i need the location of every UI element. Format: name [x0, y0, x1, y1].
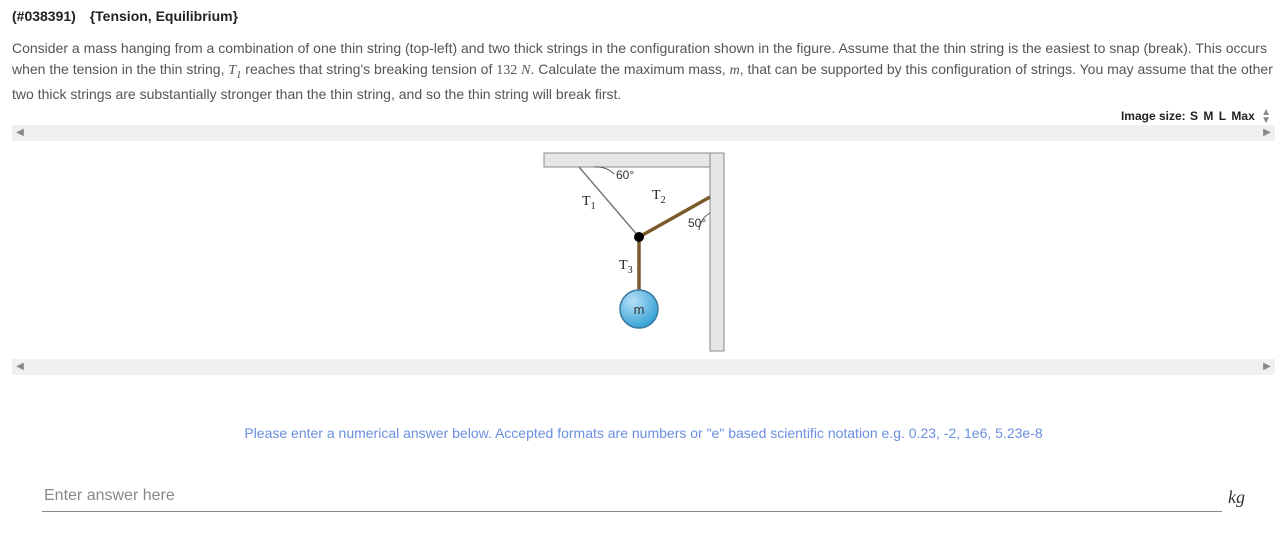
scroll-right-icon[interactable]: ▶: [1259, 125, 1275, 141]
answer-instruction: Please enter a numerical answer below. A…: [12, 425, 1275, 441]
question-id: (#038391): [12, 8, 76, 24]
image-size-control: Image size: S M L Max ▲▼: [12, 109, 1275, 125]
answer-row: kg: [12, 481, 1275, 522]
label-t2: T2: [652, 188, 666, 206]
figure-container: 60° 50° m T1 T2 T3: [12, 141, 1275, 359]
scroll-left-icon[interactable]: ◀: [12, 359, 28, 375]
angle-top-label: 60°: [616, 168, 634, 182]
image-size-label: Image size:: [1121, 109, 1186, 123]
size-stepper-icon[interactable]: ▲▼: [1261, 109, 1271, 125]
size-option-max[interactable]: Max: [1231, 109, 1254, 123]
size-option-m[interactable]: M: [1203, 109, 1213, 123]
question-header: (#038391) {Tension, Equilibrium}: [12, 8, 1275, 24]
symbol-T1: T1: [228, 63, 241, 78]
breaking-tension-value: 132: [496, 63, 517, 78]
question-tags: {Tension, Equilibrium}: [90, 8, 238, 24]
image-scroll-bottom[interactable]: ◀ ▶: [12, 359, 1275, 375]
angle-side-label: 50°: [688, 216, 706, 230]
prompt-text: reaches that string's breaking tension o…: [241, 61, 496, 77]
label-t3: T3: [619, 258, 633, 276]
prompt-text: . Calculate the maximum mass,: [530, 61, 729, 77]
question-prompt: Consider a mass hanging from a combinati…: [12, 38, 1275, 105]
image-scroll-top[interactable]: ◀ ▶: [12, 125, 1275, 141]
answer-input[interactable]: [42, 481, 1222, 512]
mass-label: m: [633, 302, 644, 317]
scroll-right-icon[interactable]: ▶: [1259, 359, 1275, 375]
size-option-l[interactable]: L: [1219, 109, 1226, 123]
answer-unit: kg: [1228, 487, 1245, 512]
tension-diagram: 60° 50° m T1 T2 T3: [524, 147, 764, 357]
label-t1: T1: [582, 194, 596, 212]
size-option-s[interactable]: S: [1190, 109, 1198, 123]
scroll-left-icon[interactable]: ◀: [12, 125, 28, 141]
symbol-m: m: [730, 63, 740, 78]
